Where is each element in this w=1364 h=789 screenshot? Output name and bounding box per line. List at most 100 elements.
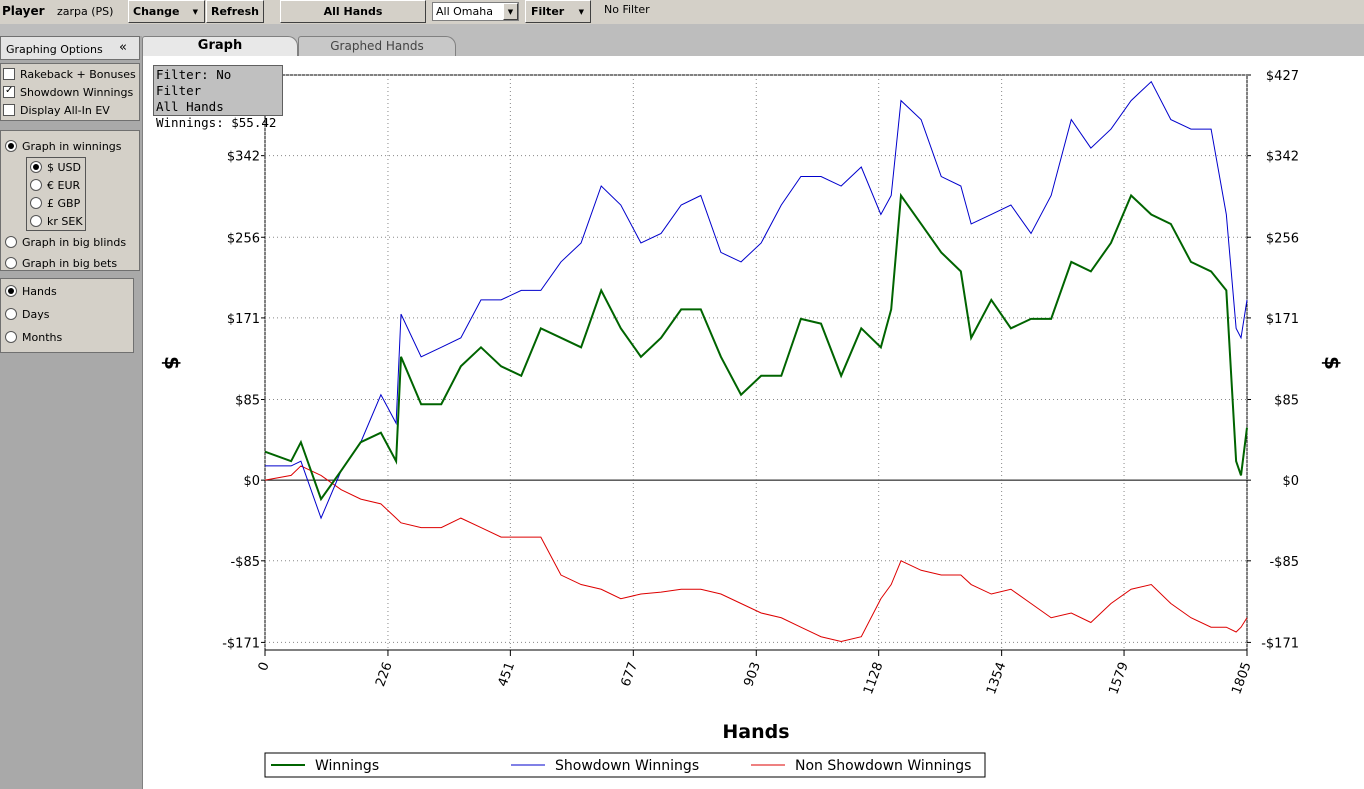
- info-line: Winnings: $55.42: [156, 115, 277, 130]
- option-label: $ USD: [47, 160, 81, 174]
- legend-label: Showdown Winnings: [555, 758, 699, 774]
- checkbox-option[interactable]: Display All-In EV: [3, 102, 110, 118]
- radio-option[interactable]: Graph in big blinds: [5, 234, 126, 250]
- radio: [30, 161, 42, 173]
- option-label: Months: [22, 330, 63, 344]
- check: [8, 288, 14, 294]
- radio-option[interactable]: £ GBP: [30, 195, 80, 211]
- radio-option[interactable]: Graph in winnings: [5, 138, 122, 154]
- radio-option[interactable]: Hands: [5, 283, 57, 299]
- radio: [5, 308, 17, 320]
- option-label: Days: [22, 307, 50, 321]
- legend: [264, 752, 986, 778]
- dropdown-arrow: ▼: [192, 7, 198, 16]
- y-tick-label: $256: [227, 231, 260, 246]
- info-line: All Hands: [156, 99, 224, 114]
- y2-tick-label: -$85: [1269, 555, 1299, 570]
- filter-button[interactable]: Filter ▼: [525, 0, 591, 23]
- dropdown-arrow: ▼: [578, 7, 584, 16]
- radio-option[interactable]: kr SEK: [30, 213, 83, 229]
- series-line: [265, 80, 1248, 520]
- x-tick-label: 0: [256, 660, 273, 673]
- all-hands-button[interactable]: All Hands: [280, 0, 426, 23]
- option-label: Rakeback + Bonuses: [20, 67, 136, 81]
- legend-label: Non Showdown Winnings: [795, 758, 971, 774]
- x-tick-label: 1354: [984, 660, 1009, 696]
- game-text: All Omaha: [436, 5, 493, 18]
- sidebar: Rakeback + Bonuses ✓ Showdown Winnings Disp…: [0, 60, 140, 789]
- y-tick-label: -$171: [222, 636, 260, 651]
- y-axis-label: $: [160, 356, 184, 370]
- radio: [30, 179, 42, 191]
- radio: [5, 140, 17, 152]
- y2-tick-label: $0: [1282, 474, 1299, 489]
- x-tick-label: 1805: [1229, 660, 1254, 696]
- refresh-button[interactable]: Refresh: [206, 0, 264, 23]
- y-tick-label: $85: [235, 394, 260, 409]
- x-tick-label: 226: [373, 660, 396, 688]
- x-tick-label: 677: [618, 660, 641, 688]
- y2-tick-label: $256: [1266, 231, 1299, 246]
- option-label: Graph in big blinds: [22, 235, 127, 249]
- change-button[interactable]: Change ▼: [128, 0, 205, 23]
- y2-tick-label: $85: [1274, 394, 1299, 409]
- checkbox-option[interactable]: ✓ Showdown Winnings: [3, 84, 133, 100]
- y2-tick-label: $427: [1266, 69, 1299, 84]
- check: [33, 164, 39, 170]
- period-panel: Hands Days Months: [0, 278, 134, 353]
- radio: [30, 197, 42, 209]
- game-select[interactable]: All Omaha ▼: [432, 2, 519, 21]
- chart: $ -$171 -$171 -$85 -$85 $0 $0 $85 $85 $171 $171 $2…: [142, 56, 1364, 789]
- radio-option[interactable]: Months: [5, 329, 62, 345]
- checkbox: [3, 104, 15, 116]
- toolbar: Player zarpa (PS) Change ▼ Refresh All Ha…: [0, 0, 1364, 24]
- radio-option[interactable]: $ USD: [30, 159, 81, 175]
- player-name: zarpa (PS): [57, 5, 114, 18]
- y-tick-label: -$85: [230, 555, 260, 570]
- y2-tick-label: $171: [1266, 312, 1299, 327]
- tab-bar: Graph Graphed Hands: [142, 36, 1364, 56]
- checkbox-option[interactable]: Rakeback + Bonuses: [3, 66, 136, 82]
- option-label: Display All-In EV: [20, 103, 110, 117]
- change-text: Change: [133, 5, 180, 18]
- collapse-icon[interactable]: «: [119, 40, 127, 55]
- tab-graph[interactable]: Graph: [142, 36, 298, 56]
- radio-option[interactable]: Graph in big bets: [5, 255, 117, 271]
- check: ✓: [5, 85, 14, 96]
- y-tick-label: $0: [243, 474, 260, 489]
- option-label: Hands: [22, 284, 57, 298]
- series-line: [264, 192, 1248, 502]
- checkbox: [3, 68, 15, 80]
- radio: [5, 236, 17, 248]
- radio-option[interactable]: Days: [5, 306, 49, 322]
- info-box: Filter: No Filter All Hands Winnings: $5…: [153, 65, 283, 130]
- sidebar-title: Graphing Options: [6, 43, 103, 56]
- option-label: € EUR: [47, 178, 81, 192]
- player-label: Player: [2, 4, 45, 18]
- checkbox: ✓: [3, 85, 15, 98]
- check: [8, 143, 14, 149]
- radio: [5, 257, 17, 269]
- x-tick-label: 903: [741, 660, 764, 688]
- y-tick-label: $171: [227, 312, 260, 327]
- filter-text: Filter: [531, 5, 565, 18]
- filter-status: No Filter: [604, 3, 650, 16]
- option-label: Showdown Winnings: [20, 85, 134, 99]
- y2-tick-label: $342: [1266, 150, 1299, 165]
- legend-label: Winnings: [315, 758, 379, 774]
- option-label: kr SEK: [47, 214, 83, 228]
- y2-tick-label: -$171: [1261, 636, 1299, 651]
- radio: [5, 331, 17, 343]
- option-label: £ GBP: [47, 196, 81, 210]
- radio: [30, 215, 42, 227]
- option-label: Graph in winnings: [22, 139, 122, 153]
- options-panel: Rakeback + Bonuses ✓ Showdown Winnings Disp…: [0, 63, 140, 121]
- series-line: [264, 465, 1248, 642]
- tab-graphed-hands[interactable]: Graphed Hands: [298, 36, 456, 56]
- sidebar-header: Graphing Options «: [0, 36, 140, 60]
- radio-option[interactable]: € EUR: [30, 177, 80, 193]
- separator: [0, 24, 1364, 36]
- option-label: Graph in big bets: [22, 256, 118, 270]
